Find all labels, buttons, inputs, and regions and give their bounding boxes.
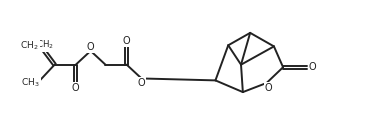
Text: CH$_3$: CH$_3$ [21, 76, 40, 89]
Text: O: O [265, 83, 272, 93]
Text: O: O [72, 84, 80, 93]
Text: O: O [87, 42, 94, 52]
Text: CH$_2$: CH$_2$ [21, 39, 39, 52]
Text: =CH$_2$: =CH$_2$ [29, 39, 55, 51]
Text: O: O [123, 36, 130, 46]
Text: O: O [138, 78, 146, 88]
Text: O: O [309, 62, 317, 72]
